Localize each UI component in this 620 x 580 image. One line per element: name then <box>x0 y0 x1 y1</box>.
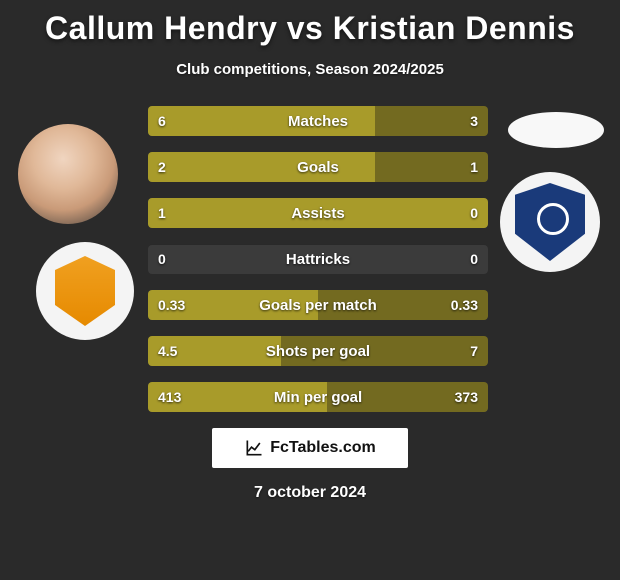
comparison-chart: 63Matches21Goals10Assists00Hattricks0.33… <box>20 106 600 416</box>
date: 7 october 2024 <box>0 484 620 502</box>
value-right: 0.33 <box>451 290 478 320</box>
stat-row: 10Assists <box>148 198 488 228</box>
bar-right <box>281 336 488 366</box>
bar-left <box>148 106 375 136</box>
value-right: 0 <box>470 244 478 274</box>
bar-left <box>148 198 488 228</box>
value-right: 0 <box>470 198 478 228</box>
stat-row: 63Matches <box>148 106 488 136</box>
player-right-avatar <box>508 112 604 148</box>
stat-row: 413373Min per goal <box>148 382 488 412</box>
stat-row: 4.57Shots per goal <box>148 336 488 366</box>
value-right: 1 <box>470 152 478 182</box>
value-right: 3 <box>470 106 478 136</box>
value-left: 2 <box>158 152 166 182</box>
subtitle: Club competitions, Season 2024/2025 <box>0 61 620 78</box>
value-left: 4.5 <box>158 336 177 366</box>
value-left: 6 <box>158 106 166 136</box>
value-left: 413 <box>158 382 181 412</box>
value-left: 0.33 <box>158 290 185 320</box>
value-right: 373 <box>455 382 478 412</box>
value-left: 1 <box>158 198 166 228</box>
stat-label: Hattricks <box>148 244 488 274</box>
bar-left <box>148 152 375 182</box>
attribution-badge: FcTables.com <box>212 428 408 468</box>
stat-row: 0 0Hattricks <box>148 244 488 274</box>
page-title: Callum Hendry vs Kristian Dennis <box>0 0 620 47</box>
club-crest-left <box>36 242 134 340</box>
attribution-text: FcTables.com <box>270 439 376 457</box>
player-left-avatar <box>18 124 118 224</box>
value-right: 7 <box>470 336 478 366</box>
value-left: 0 <box>158 244 166 274</box>
chart-icon <box>244 438 264 458</box>
stat-row: 21Goals <box>148 152 488 182</box>
club-crest-right <box>500 172 600 272</box>
stat-row: 0.330.33Goals per match <box>148 290 488 320</box>
